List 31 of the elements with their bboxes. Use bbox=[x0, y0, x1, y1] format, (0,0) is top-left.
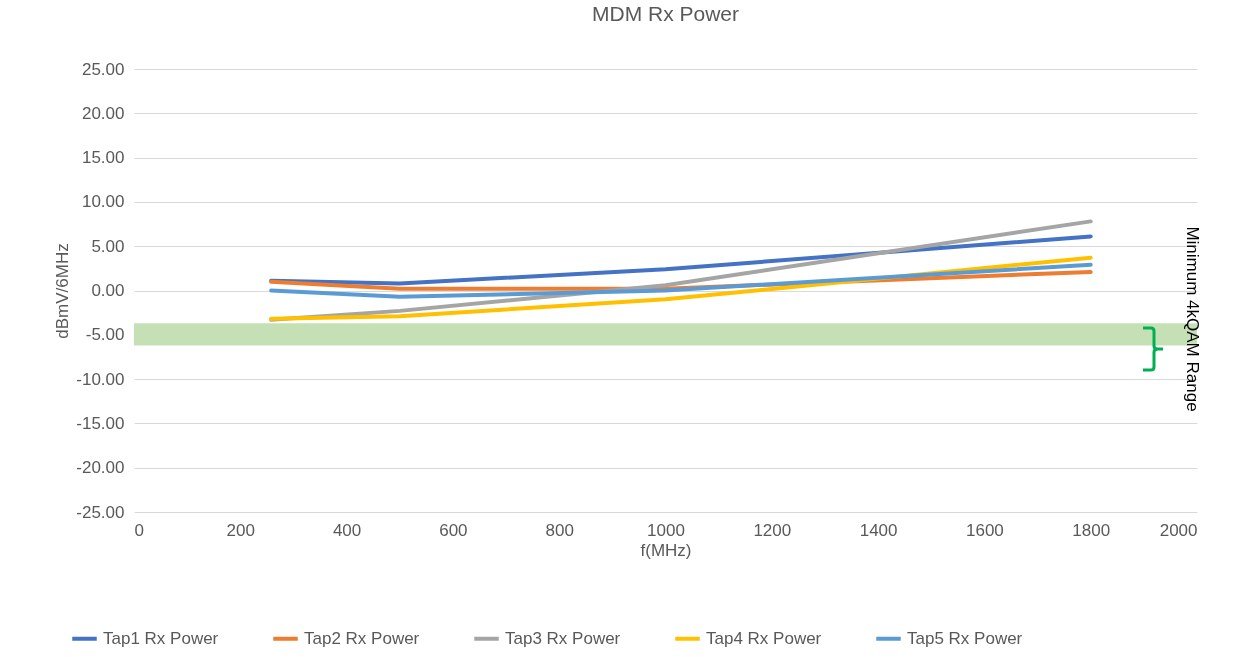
x-tick-label: 0 bbox=[134, 520, 144, 540]
band-label: Minimum 4kQAM Range bbox=[1183, 226, 1202, 412]
x-tick-label: 2000 bbox=[1159, 520, 1198, 540]
x-tick-label: 1200 bbox=[753, 520, 792, 540]
x-tick-label: 1000 bbox=[647, 520, 685, 540]
y-tick-label: 20.00 bbox=[81, 103, 125, 123]
legend-label: Tap3 Rx Power bbox=[505, 628, 621, 648]
y-tick-label: -15.00 bbox=[76, 413, 125, 433]
x-tick-label: 600 bbox=[439, 520, 468, 540]
y-tick-label: -25.00 bbox=[76, 502, 125, 522]
y-tick-label: 10.00 bbox=[81, 192, 125, 212]
y-tick-label: 25.00 bbox=[81, 59, 125, 79]
x-tick-label: 1400 bbox=[859, 520, 898, 540]
legend-label: Tap4 Rx Power bbox=[706, 628, 822, 648]
legend-label: Tap1 Rx Power bbox=[103, 628, 219, 648]
y-tick-label: -20.00 bbox=[76, 458, 125, 478]
x-axis-title: f(MHz) bbox=[640, 540, 692, 560]
y-tick-label: -5.00 bbox=[85, 325, 125, 345]
chart-title: MDM Rx Power bbox=[591, 2, 740, 25]
x-tick-label: 200 bbox=[226, 520, 255, 540]
x-tick-label: 800 bbox=[545, 520, 574, 540]
legend-label: Tap5 Rx Power bbox=[907, 628, 1023, 648]
y-tick-label: 0.00 bbox=[91, 281, 125, 300]
y-tick-label: 15.00 bbox=[81, 148, 125, 168]
x-tick-label: 1600 bbox=[965, 520, 1004, 540]
y-tick-label: 5.00 bbox=[91, 236, 125, 256]
x-tick-label: 1800 bbox=[1072, 520, 1111, 540]
x-tick-label: 400 bbox=[332, 520, 362, 540]
legend-label: Tap2 Rx Power bbox=[304, 628, 420, 648]
y-tick-label: -10.00 bbox=[76, 369, 125, 389]
y-axis-title: dBmV/6MHz bbox=[53, 243, 73, 339]
